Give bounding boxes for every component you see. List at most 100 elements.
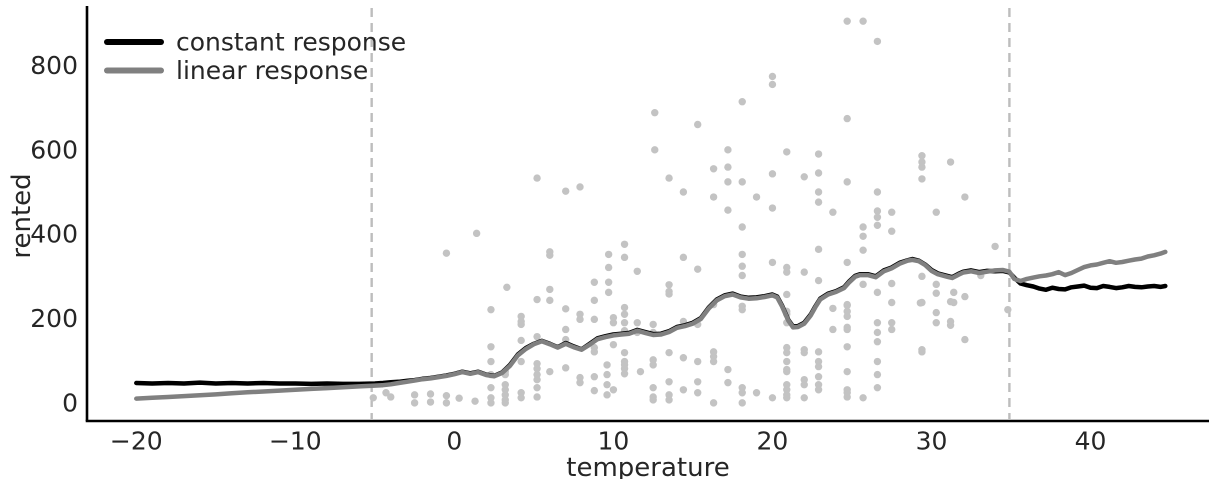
scatter-point — [814, 188, 823, 196]
x-tick-label: 10 — [598, 427, 630, 456]
x-tick-label: 20 — [757, 427, 789, 456]
scatter-point — [633, 267, 641, 275]
scatter-point — [709, 165, 718, 173]
scatter-point — [829, 208, 837, 216]
scatter-point — [693, 389, 702, 397]
scatter-point — [679, 253, 688, 262]
vlines-group — [370, 8, 1011, 419]
scatter-point — [604, 263, 613, 272]
scatter-point — [665, 290, 673, 298]
scatter-point — [738, 399, 746, 407]
scatter-point — [783, 386, 791, 394]
scatter-point — [576, 373, 584, 382]
scatter-point — [533, 375, 541, 384]
scatter-point — [665, 174, 673, 182]
scatter-point — [501, 386, 509, 394]
scatter-point — [724, 378, 732, 387]
scatter-point — [961, 193, 969, 201]
scatter-point — [859, 232, 867, 240]
scatter-point — [649, 396, 657, 404]
legend-label: constant response — [176, 28, 406, 57]
x-tick-labels: −20 −10 0 10 20 30 40 — [110, 427, 1107, 456]
scatter-point — [620, 319, 629, 327]
scatter-point — [800, 394, 808, 402]
scatter-point — [665, 378, 673, 386]
scatter-point — [843, 114, 851, 123]
scatter-point — [620, 365, 629, 373]
scatter-point — [961, 292, 969, 301]
scatter-point — [604, 278, 613, 286]
x-tick-label: 0 — [446, 427, 462, 456]
scatter-point — [724, 146, 732, 154]
scatter-point — [888, 227, 896, 235]
scatter-point — [873, 370, 882, 379]
scatter-point — [693, 265, 702, 273]
scatter-point — [679, 188, 688, 196]
scatter-point — [843, 258, 851, 267]
scatter-point — [636, 367, 645, 376]
scatter-point — [961, 335, 969, 344]
scatter-point — [918, 158, 926, 166]
scatter-point — [932, 308, 940, 317]
scatter-point — [800, 348, 808, 357]
scatter-point — [946, 321, 955, 329]
scatter-point — [783, 348, 791, 357]
scatter-point — [888, 319, 896, 327]
scatter-point — [426, 398, 435, 406]
scatter-point — [738, 389, 746, 397]
scatter-point — [873, 221, 882, 230]
scatter-point — [561, 364, 570, 372]
scatter-point — [873, 357, 882, 366]
scatter-point — [873, 213, 882, 221]
y-tick-label: 400 — [30, 220, 78, 249]
scatter-point — [620, 303, 629, 312]
scatter-point — [918, 175, 926, 183]
scatter-point — [546, 285, 554, 294]
scatter-point — [576, 183, 584, 191]
scatter-point — [859, 246, 867, 254]
scatter-point — [752, 193, 761, 201]
scatter-point — [768, 170, 777, 178]
scatter-point — [843, 312, 851, 321]
scatter-point — [843, 367, 851, 376]
y-tick-label: 0 — [62, 388, 78, 417]
scatter-point — [843, 393, 851, 401]
scatter-point — [738, 223, 746, 231]
scatter-point — [783, 343, 791, 352]
scatter-point — [709, 193, 718, 201]
scatter-point — [768, 80, 777, 89]
scatter-point — [576, 315, 584, 324]
scatter-point — [724, 365, 732, 374]
scatter-point — [738, 305, 746, 314]
scatter-point — [873, 207, 882, 215]
scatter-point — [410, 391, 419, 399]
scatter-point — [918, 152, 926, 160]
scatter-point — [590, 278, 599, 286]
scatter-point — [503, 283, 511, 292]
scatter-point — [783, 290, 791, 299]
scatter-point — [709, 357, 718, 366]
scatter-point — [533, 332, 541, 341]
scatter-point — [693, 357, 702, 366]
scatter-point — [369, 394, 377, 402]
scatter-point — [829, 304, 837, 313]
scatter-point — [800, 268, 808, 276]
scatter-point — [501, 381, 509, 389]
scatter-point — [665, 391, 673, 399]
scatter-point — [843, 307, 851, 316]
scatter-point — [517, 389, 525, 397]
scatter-point — [410, 399, 419, 407]
x-tick-label: −10 — [269, 427, 322, 456]
scatter-point — [472, 229, 481, 238]
scatter-point — [800, 375, 808, 384]
scatter-point — [387, 393, 395, 401]
scatter-point — [620, 370, 629, 378]
x-tick-label: −20 — [110, 427, 163, 456]
scatter-point — [517, 336, 525, 345]
scatter-point — [651, 146, 659, 154]
scatter-point — [426, 390, 435, 398]
scatter-point — [783, 367, 791, 376]
scatter-point — [603, 381, 611, 389]
